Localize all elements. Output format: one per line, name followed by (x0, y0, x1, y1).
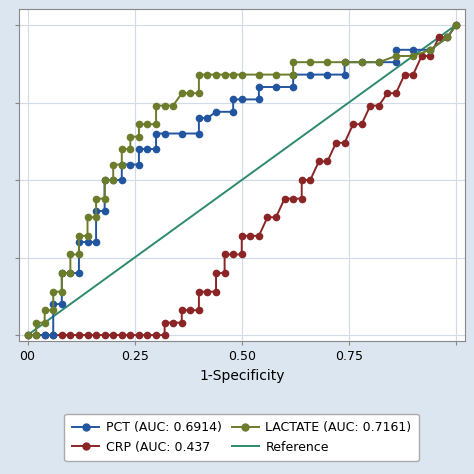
Legend: PCT (AUC: 0.6914), CRP (AUC: 0.437, LACTATE (AUC: 0.7161), Reference: PCT (AUC: 0.6914), CRP (AUC: 0.437, LACT… (64, 414, 419, 461)
X-axis label: 1-Specificity: 1-Specificity (199, 369, 284, 383)
